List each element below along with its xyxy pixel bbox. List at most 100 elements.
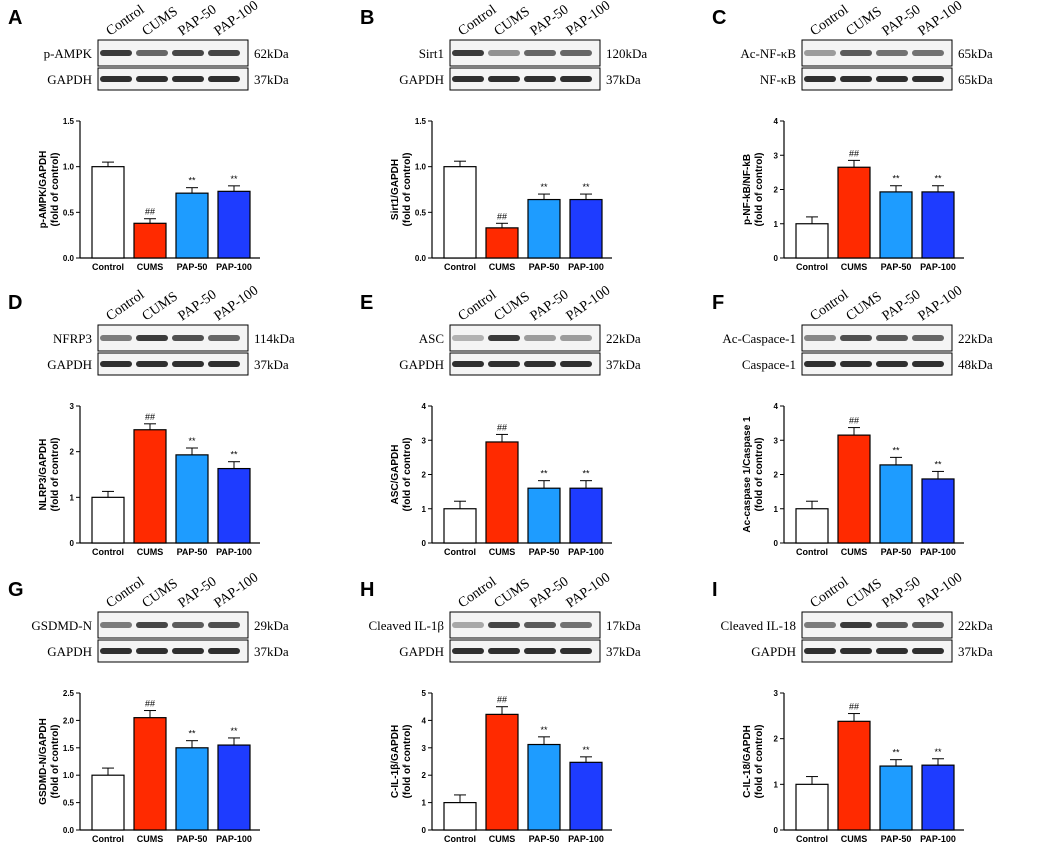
x-tick-label: PAP-50 — [177, 547, 208, 555]
x-tick-label: CUMS — [841, 262, 868, 270]
panel-i: I Control CUMS PAP-50 PAP-100 Cleaved IL-18 GA… — [704, 572, 1034, 842]
significance-mark: ** — [540, 725, 548, 735]
y-tick-label: 2 — [422, 471, 427, 480]
significance-mark: ** — [540, 469, 548, 479]
protein-label-top: p-AMPK — [44, 46, 93, 61]
band-top — [172, 50, 204, 56]
band-top — [452, 335, 484, 341]
bar-cums — [485, 441, 519, 544]
band-bottom — [840, 76, 872, 82]
x-tick-label: PAP-100 — [920, 547, 956, 555]
panel-label: C — [712, 7, 726, 29]
kda-label-bottom: 37kDa — [606, 72, 641, 87]
y-axis-label-2: (fold of control) — [50, 725, 61, 799]
x-tick-label: CUMS — [841, 834, 868, 842]
y-tick-label: 0.5 — [415, 208, 427, 217]
y-tick-label: 2 — [774, 471, 779, 480]
panel-f: F Control CUMS PAP-50 PAP-100 Ac-Caspace-1 Cas… — [704, 285, 1034, 555]
significance-mark: ## — [849, 148, 859, 158]
band-top — [840, 50, 872, 56]
y-tick-label: 1 — [422, 505, 427, 514]
band-bottom — [172, 76, 204, 82]
lane-label: PAP-100 — [564, 285, 614, 324]
kda-label-bottom: 37kDa — [606, 644, 641, 659]
kda-label-bottom: 37kDa — [958, 644, 993, 659]
kda-label-top: 120kDa — [606, 46, 647, 61]
significance-mark: ** — [540, 182, 548, 192]
band-bottom — [488, 361, 520, 367]
significance-mark: ## — [497, 422, 507, 432]
x-tick-label: CUMS — [489, 547, 516, 555]
panel-label: D — [8, 292, 22, 314]
panel-g-svg: G ControlCUMSPAP-50PAP-100GSDMD-NGAPDH29k… — [8, 572, 289, 842]
panel-d-svg: D ControlCUMSPAP-50PAP-100NFRP3GAPDH114kD… — [8, 285, 295, 555]
band-bottom — [560, 76, 592, 82]
panel-label: A — [8, 7, 22, 29]
x-tick-label: PAP-100 — [216, 547, 252, 555]
y-tick-label: 0.5 — [63, 799, 75, 808]
y-tick-label: 0 — [774, 254, 779, 263]
kda-label-bottom: 37kDa — [254, 357, 289, 372]
y-axis-label-2: (fold of control) — [754, 153, 765, 227]
kda-label-top: 22kDa — [606, 331, 641, 346]
band-top — [488, 335, 520, 341]
bar-cums — [485, 227, 519, 259]
y-tick-label: 4 — [422, 402, 427, 411]
lane-label: PAP-100 — [564, 0, 614, 39]
y-axis-label-2: (fold of control) — [50, 153, 61, 227]
lane-label: Control — [808, 574, 852, 611]
y-tick-label: 3 — [774, 689, 779, 698]
lane-label: Control — [456, 2, 500, 39]
lane-label: PAP-50 — [880, 287, 924, 324]
band-bottom — [912, 361, 944, 367]
band-top — [876, 50, 908, 56]
protein-label-bottom: Caspace-1 — [742, 357, 796, 372]
lane-label: Control — [104, 574, 148, 611]
lane-label: PAP-100 — [212, 0, 262, 39]
significance-mark: ** — [934, 459, 942, 469]
band-top — [208, 50, 240, 56]
band-top — [488, 622, 520, 628]
band-bottom — [172, 361, 204, 367]
x-tick-label: PAP-50 — [881, 834, 912, 842]
band-bottom — [100, 648, 132, 654]
y-tick-label: 1 — [774, 505, 779, 514]
band-bottom — [876, 648, 908, 654]
y-tick-label: 0.5 — [63, 208, 75, 217]
y-tick-label: 1.5 — [415, 117, 427, 126]
bar-cums — [837, 434, 871, 544]
y-tick-label: 4 — [422, 716, 427, 725]
band-top — [208, 335, 240, 341]
panel-a: A Control CUMS PAP-50 PAP-100 p-AMPK GAPDH 62kD… — [0, 0, 330, 270]
significance-mark: ## — [497, 695, 507, 705]
lane-label: CUMS — [492, 576, 533, 611]
lane-label: CUMS — [844, 4, 885, 39]
band-top — [876, 622, 908, 628]
bar-cums — [837, 166, 871, 259]
bar-cums — [133, 222, 167, 259]
x-tick-label: CUMS — [489, 834, 516, 842]
band-top — [452, 50, 484, 56]
protein-label-bottom: GAPDH — [47, 72, 92, 87]
lane-label: PAP-100 — [916, 285, 966, 324]
band-bottom — [912, 648, 944, 654]
significance-mark: ** — [582, 182, 590, 192]
lane-label: PAP-50 — [528, 2, 572, 39]
band-top — [560, 50, 592, 56]
band-top — [524, 622, 556, 628]
x-tick-label: PAP-100 — [568, 834, 604, 842]
significance-mark: ** — [188, 176, 196, 186]
band-bottom — [136, 361, 168, 367]
panel-d: D Control CUMS PAP-50 PAP-100 NFRP3 GAPDH 114kD… — [0, 285, 330, 555]
protein-label-top: Sirt1 — [419, 46, 444, 61]
significance-mark: ** — [892, 445, 900, 455]
band-top — [100, 622, 132, 628]
band-bottom — [876, 361, 908, 367]
band-top — [524, 50, 556, 56]
bar-pap-50 — [879, 191, 913, 259]
protein-label-top: NFRP3 — [53, 331, 92, 346]
panel-label: B — [360, 7, 374, 29]
band-top — [804, 50, 836, 56]
band-top — [524, 335, 556, 341]
